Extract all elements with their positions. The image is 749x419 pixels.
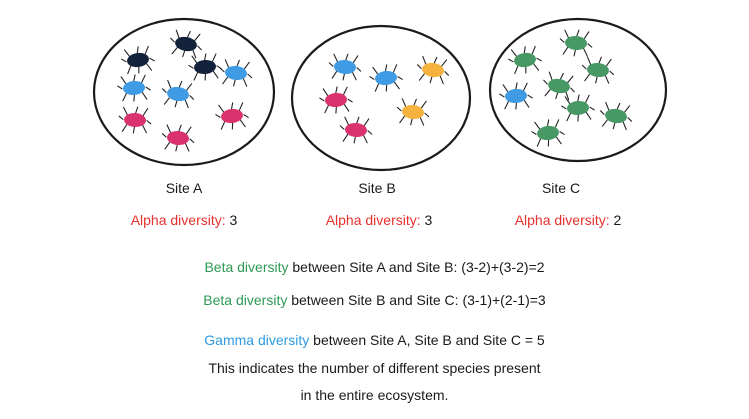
site-c-circle xyxy=(488,17,668,163)
alpha-term: Alpha diversity: xyxy=(325,212,421,228)
organism-blue-icon xyxy=(219,59,253,87)
beta-term: Beta diversity xyxy=(204,259,289,275)
alpha-value: 3 xyxy=(424,212,433,228)
organism-pink-icon xyxy=(215,102,249,130)
site-b-alpha: Alpha diversity: 3 xyxy=(279,211,479,229)
organism-orange-icon xyxy=(417,55,449,85)
alpha-term: Alpha diversity: xyxy=(130,212,226,228)
organism-pink-icon xyxy=(339,116,373,144)
site-c-label: Site C xyxy=(541,180,581,196)
organism-green-icon xyxy=(559,29,593,57)
beta-bc-text: between Site B and Site C: (3-1)+(2-1)=3 xyxy=(287,292,546,308)
organism-pink-icon xyxy=(161,124,195,152)
organism-navy-icon xyxy=(170,29,202,59)
gamma-line: Gamma diversity between Site A, Site B a… xyxy=(0,331,749,349)
beta-ab-line: Beta diversity between Site A and Site B… xyxy=(0,258,749,276)
organism-green-icon xyxy=(600,101,632,131)
beta-ab-text: between Site A and Site B: (3-2)+(3-2)=2 xyxy=(288,259,545,275)
site-a-alpha: Alpha diversity: 3 xyxy=(84,211,284,229)
beta-term: Beta diversity xyxy=(203,292,288,308)
organism-blue-icon xyxy=(162,79,194,109)
gamma-term: Gamma diversity xyxy=(204,332,310,348)
organism-green-icon xyxy=(531,119,565,147)
organism-blue-icon xyxy=(369,64,403,92)
organism-navy-icon xyxy=(188,53,222,81)
organism-orange-icon xyxy=(396,98,430,126)
organism-green-icon xyxy=(543,71,575,101)
alpha-term: Alpha diversity: xyxy=(514,212,610,228)
organism-green-icon xyxy=(508,45,542,75)
gamma-text: between Site A, Site B and Site C = 5 xyxy=(309,332,545,348)
site-c-alpha: Alpha diversity: 2 xyxy=(468,211,668,229)
sites-diagram xyxy=(92,17,668,172)
site-a-label: Site A xyxy=(165,180,203,196)
organism-blue-icon xyxy=(499,82,533,110)
site-b-circle xyxy=(290,24,472,172)
organism-blue-icon xyxy=(117,74,151,102)
organism-pink-icon xyxy=(319,86,353,114)
beta-bc-line: Beta diversity between Site B and Site C… xyxy=(0,291,749,309)
alpha-value: 2 xyxy=(613,212,622,228)
organism-green-icon xyxy=(561,94,595,122)
gamma-explanation-line-1: This indicates the number of different s… xyxy=(208,360,541,376)
organism-navy-icon xyxy=(121,45,155,75)
organism-green-icon xyxy=(581,56,615,84)
site-b-label: Site B xyxy=(358,180,396,196)
organism-pink-icon xyxy=(118,106,152,134)
organisms-group xyxy=(117,29,632,152)
organism-blue-icon xyxy=(328,53,362,81)
alpha-value: 3 xyxy=(229,212,238,228)
gamma-explanation-line-2: in the entire ecosystem. xyxy=(300,387,449,403)
